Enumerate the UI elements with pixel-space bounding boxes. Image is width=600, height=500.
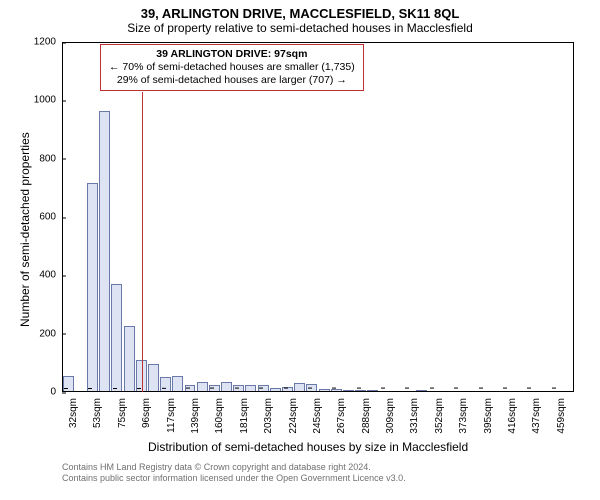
x-tick: 331sqm — [409, 392, 420, 434]
x-tick: 267sqm — [336, 392, 347, 434]
x-tick: 181sqm — [239, 392, 250, 434]
x-tick: 117sqm — [166, 392, 177, 433]
x-tick: 203sqm — [263, 392, 274, 434]
y-axis-label: Number of semi-detached properties — [18, 132, 32, 327]
annotation-line-1: ← 70% of semi-detached houses are smalle… — [109, 61, 355, 74]
x-axis-label: Distribution of semi-detached houses by … — [148, 440, 468, 454]
footer-line-0: Contains HM Land Registry data © Crown c… — [62, 462, 406, 473]
histogram-bar — [63, 376, 74, 392]
plot-border — [62, 42, 574, 392]
histogram-bar — [221, 382, 232, 392]
x-tick: 32sqm — [68, 392, 79, 428]
y-tick: 1000 — [34, 95, 62, 106]
x-tick: 437sqm — [531, 392, 542, 434]
reference-line — [142, 92, 143, 392]
histogram-bar — [294, 383, 305, 392]
x-tick: 309sqm — [385, 392, 396, 434]
annotation-line-2: 29% of semi-detached houses are larger (… — [109, 74, 355, 87]
x-tick: 288sqm — [361, 392, 372, 434]
page-subtitle: Size of property relative to semi-detach… — [0, 21, 600, 39]
y-tick: 400 — [39, 270, 62, 281]
histogram-bar — [197, 382, 208, 392]
histogram-bar — [245, 385, 256, 392]
y-tick: 1200 — [34, 37, 62, 48]
y-tick: 200 — [39, 328, 62, 339]
page-title: 39, ARLINGTON DRIVE, MACCLESFIELD, SK11 … — [0, 0, 600, 21]
x-tick: 160sqm — [214, 392, 225, 434]
y-tick: 800 — [39, 153, 62, 164]
histogram-bar — [111, 284, 122, 392]
annotation-line-0: 39 ARLINGTON DRIVE: 97sqm — [109, 48, 355, 61]
x-tick: 352sqm — [434, 392, 445, 434]
histogram-plot: 02004006008001000120032sqm53sqm75sqm96sq… — [62, 42, 574, 392]
histogram-bar — [99, 111, 110, 392]
x-tick: 53sqm — [92, 392, 103, 428]
x-tick: 395sqm — [483, 392, 494, 434]
x-tick: 245sqm — [312, 392, 323, 434]
histogram-bar — [87, 183, 98, 392]
x-tick: 459sqm — [556, 392, 567, 434]
y-tick: 600 — [39, 212, 62, 223]
x-tick: 75sqm — [117, 392, 128, 428]
y-tick: 0 — [50, 387, 62, 398]
x-tick: 416sqm — [507, 392, 518, 434]
footer-attribution: Contains HM Land Registry data © Crown c… — [62, 462, 406, 485]
histogram-bar — [160, 377, 171, 392]
histogram-bar — [172, 376, 183, 392]
histogram-bar — [148, 364, 159, 392]
histogram-bar — [124, 326, 135, 392]
x-tick: 373sqm — [458, 392, 469, 434]
x-tick: 96sqm — [141, 392, 152, 428]
x-tick: 139sqm — [190, 392, 201, 434]
footer-line-1: Contains public sector information licen… — [62, 473, 406, 484]
annotation-callout: 39 ARLINGTON DRIVE: 97sqm ← 70% of semi-… — [100, 44, 364, 91]
x-tick: 224sqm — [288, 392, 299, 434]
